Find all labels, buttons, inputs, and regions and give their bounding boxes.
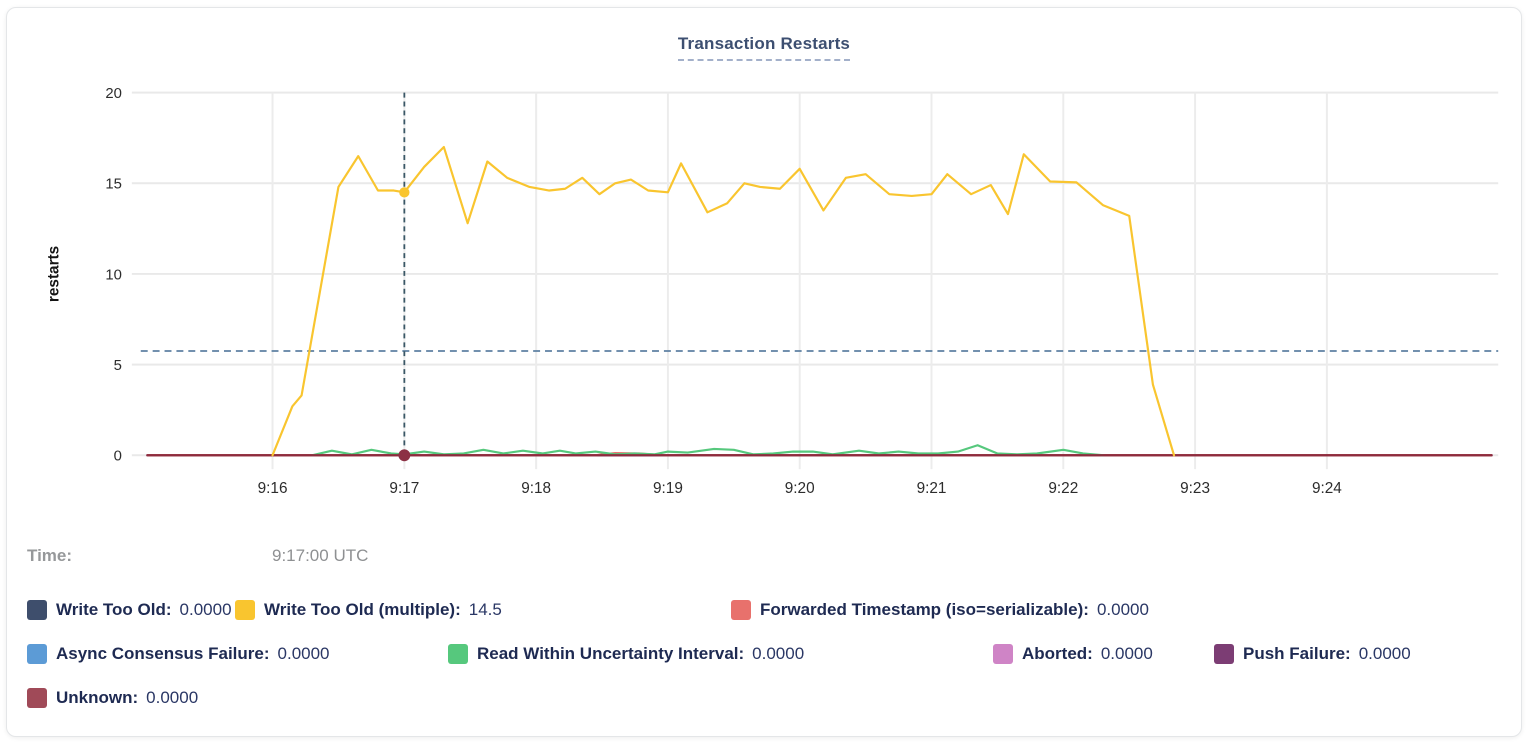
chart-title: Transaction Restarts [677, 34, 851, 61]
x-tick-label-9-20: 9:20 [785, 480, 815, 497]
legend-value: 14.5 [468, 599, 502, 619]
crosshair-dot-write-too-old-multiple [399, 187, 410, 198]
series-line-write-too-old-multiple [271, 145, 1176, 457]
legend-item-write-too-old[interactable]: Write Too Old: 0.0000 [27, 599, 235, 620]
y-axis-label: restarts [46, 246, 63, 302]
legend-value: 0.0000 [1096, 599, 1149, 619]
chart-title-wrap: Transaction Restarts [7, 34, 1521, 61]
time-value: 9:17:00 UTC [272, 546, 369, 565]
legend-row: Async Consensus Failure: 0.0000 Read Withi… [7, 640, 1521, 667]
legend-swatch-write-too-old-multiple [235, 599, 255, 620]
hover-time-row: Time: 9:17:00 UTC [27, 546, 368, 566]
legend-swatch-read-within-uncertainty-interval [448, 643, 468, 664]
time-label: Time: [27, 546, 73, 565]
transaction-restarts-card: Transaction Restarts 0 5 10 15 20 9:16 9:17 9:1… [6, 7, 1522, 737]
legend-item-unknown[interactable]: Unknown: 0.0000 [27, 687, 199, 708]
y-tick-label-10: 10 [105, 267, 122, 283]
x-tick-label-9-17: 9:17 [389, 480, 419, 497]
legend-value: 0.0000 [277, 643, 330, 663]
legend-row: Unknown: 0.0000 [7, 684, 1521, 711]
legend-value: 0.0000 [146, 687, 199, 707]
legend-swatch-write-too-old [27, 599, 47, 620]
legend-label: Forwarded Timestamp (iso=serializable): [760, 599, 1089, 619]
restarts-chart[interactable]: 0 5 10 15 20 9:16 9:17 9:18 9:19 9:20 9:21 9:22 9:23… [7, 8, 1521, 528]
legend-label: Write Too Old (multiple): [264, 599, 461, 619]
legend-value: 0.0000 [179, 599, 232, 619]
legend-swatch-aborted [993, 643, 1013, 664]
legend-item-async-consensus-failure[interactable]: Async Consensus Failure: 0.0000 [27, 643, 448, 664]
x-tick-label-9-19: 9:19 [653, 480, 683, 497]
legend-item-read-within-uncertainty-interval[interactable]: Read Within Uncertainty Interval: 0.0000 [448, 643, 993, 664]
legend-row: Write Too Old: 0.0000 Write Too Old (multi… [7, 596, 1521, 623]
legend-value: 0.0000 [752, 643, 805, 663]
legend-label: Unknown: [56, 687, 139, 707]
legend: Write Too Old: 0.0000 Write Too Old (multi… [7, 596, 1521, 728]
legend-label: Async Consensus Failure: [56, 643, 270, 663]
x-tick-label-9-16: 9:16 [258, 480, 288, 497]
y-tick-label-0: 0 [114, 449, 122, 465]
y-tick-label-20: 20 [105, 86, 122, 102]
legend-item-forwarded-timestamp-iso-serializable[interactable]: Forwarded Timestamp (iso=serializable): 0… [731, 599, 1149, 620]
legend-label: Write Too Old: [56, 599, 172, 619]
series-line-read-within-uncertainty-interval [310, 444, 1104, 457]
legend-item-write-too-old-multiple[interactable]: Write Too Old (multiple): 14.5 [235, 599, 731, 620]
x-tick-label-9-23: 9:23 [1180, 480, 1210, 497]
x-tick-label-9-24: 9:24 [1312, 480, 1342, 497]
y-tick-label-15: 15 [105, 177, 122, 193]
legend-label: Push Failure: [1243, 643, 1351, 663]
legend-label: Read Within Uncertainty Interval: [477, 643, 745, 663]
crosshair-dot-unknown [398, 449, 411, 462]
legend-value: 0.0000 [1100, 643, 1153, 663]
legend-swatch-async-consensus-failure [27, 643, 47, 664]
legend-swatch-forwarded-timestamp-iso-serializable [731, 599, 751, 620]
x-tick-label-9-18: 9:18 [521, 480, 551, 497]
legend-item-push-failure[interactable]: Push Failure: 0.0000 [1214, 643, 1411, 664]
legend-swatch-unknown [27, 687, 47, 708]
y-tick-label-5: 5 [114, 358, 122, 374]
x-tick-label-9-22: 9:22 [1048, 480, 1078, 497]
legend-swatch-push-failure [1214, 643, 1234, 664]
legend-item-aborted[interactable]: Aborted: 0.0000 [993, 643, 1214, 664]
x-tick-label-9-21: 9:21 [917, 480, 947, 497]
legend-value: 0.0000 [1358, 643, 1411, 663]
legend-label: Aborted: [1022, 643, 1093, 663]
